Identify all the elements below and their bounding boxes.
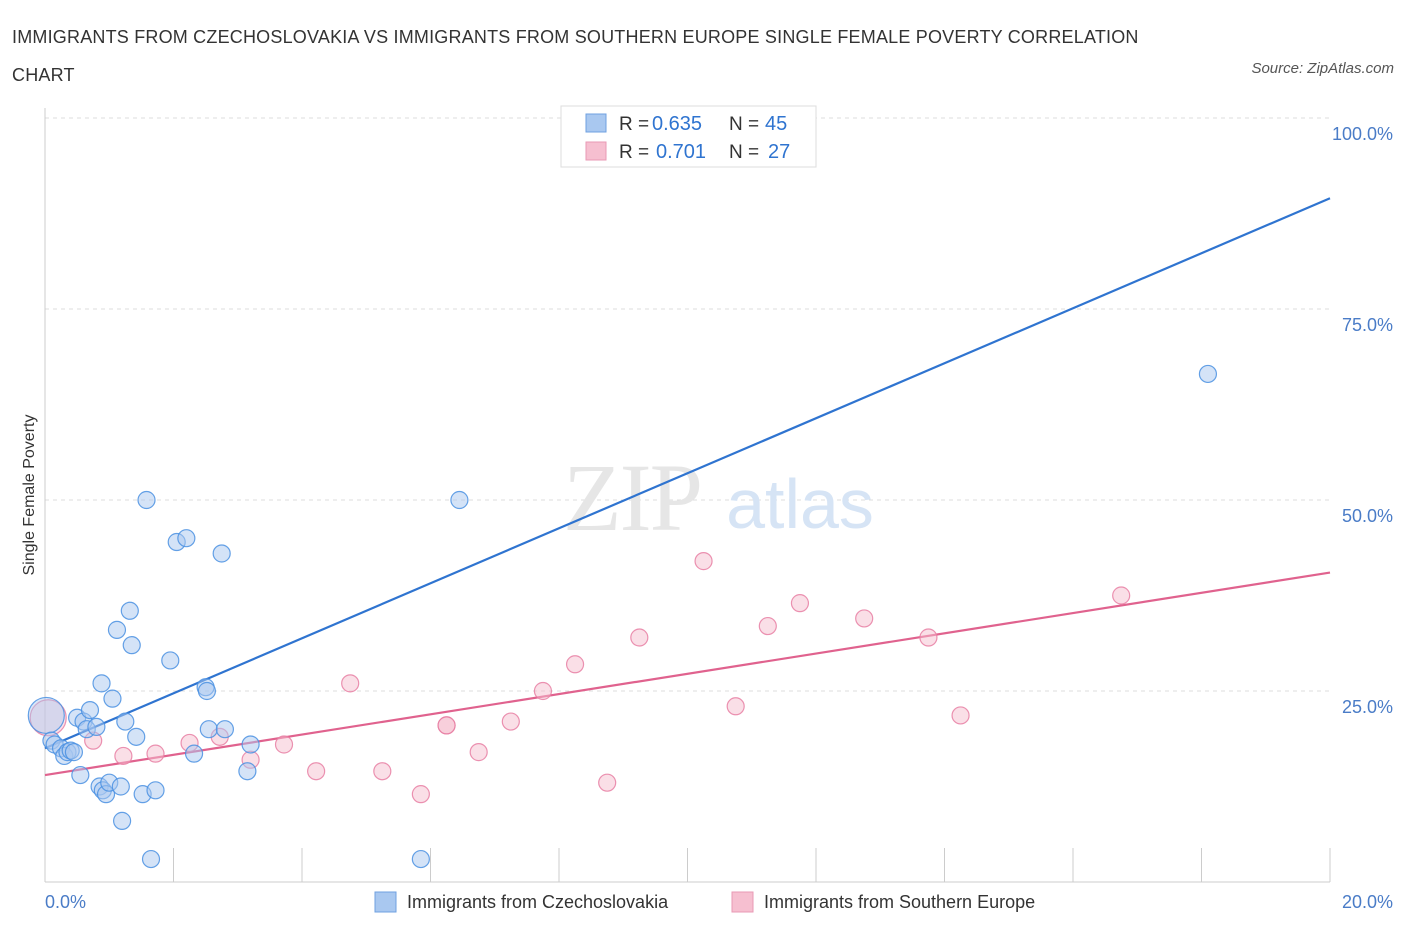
data-point-blue — [146, 781, 165, 800]
data-point-pink — [411, 785, 430, 804]
x-tick-label: 20.0% — [1342, 892, 1393, 912]
data-point-blue — [177, 529, 196, 548]
stats-legend: R = 0.635 N = 45 R = 0.701 N = 27 — [560, 105, 817, 168]
stats-legend-n-label-pink: N = — [729, 142, 759, 163]
stats-legend-n-value-blue: 45 — [765, 113, 787, 135]
data-point-blue — [238, 762, 257, 781]
x-tick-label: 0.0% — [45, 892, 86, 912]
data-point-pink — [114, 746, 133, 766]
data-point-blue — [141, 849, 161, 869]
stats-legend-swatch-pink — [585, 141, 607, 161]
stats-legend-n-value-pink: 27 — [768, 141, 790, 163]
chart-source: Source: ZipAtlas.com — [1251, 60, 1394, 77]
data-point-blue — [64, 743, 84, 762]
data-point-blue — [1198, 364, 1218, 384]
stats-legend-swatch-blue — [585, 113, 607, 133]
series-legend: Immigrants from Czechoslovakia Immigrant… — [374, 891, 1035, 913]
y-axis-label: Single Female Poverty — [21, 415, 38, 576]
data-point-pink — [373, 762, 392, 781]
data-point-pink — [274, 735, 294, 754]
data-point-blue — [137, 490, 156, 510]
series-legend-label-pink: Immigrants from Southern Europe — [764, 892, 1035, 912]
series-legend-label-blue: Immigrants from Czechoslovakia — [407, 892, 669, 912]
stats-legend-r-value-pink: 0.701 — [656, 141, 706, 163]
trend-line-pink — [44, 571, 1331, 777]
data-point-blue — [411, 849, 430, 869]
data-point-pink — [630, 628, 649, 647]
watermark: ZIP atlas — [563, 444, 874, 551]
data-point-pink — [565, 655, 585, 674]
stats-legend-r-value-blue: 0.635 — [652, 113, 702, 135]
data-point-blue — [212, 544, 231, 563]
stats-legend-n-label-blue: N = — [729, 114, 759, 135]
watermark-atlas: atlas — [726, 465, 874, 543]
chart-title: IMMIGRANTS FROM CZECHOSLOVAKIA VS IMMIGR… — [12, 27, 1139, 85]
y-tick-label: 25.0% — [1342, 697, 1393, 717]
data-point-blue — [111, 777, 130, 796]
data-point-blue — [112, 811, 132, 830]
data-point-blue — [199, 720, 218, 739]
data-point-blue — [215, 720, 234, 739]
data-point-blue — [80, 700, 100, 720]
data-point-blue — [197, 681, 217, 701]
axes — [44, 108, 1331, 883]
tick-labels: 25.0% 50.0% 75.0% 100.0% 0.0% 20.0% — [45, 124, 1393, 912]
data-point-pink — [146, 744, 165, 763]
data-point-pink — [437, 716, 456, 735]
series-legend-swatch-blue — [374, 891, 397, 913]
data-point-blue — [122, 636, 141, 655]
y-tick-label: 75.0% — [1342, 315, 1393, 335]
data-point-blue — [87, 717, 106, 737]
data-point-pink — [598, 773, 617, 792]
data-point-pink — [951, 706, 970, 725]
data-point-pink — [726, 697, 745, 716]
data-point-blue — [161, 651, 180, 670]
trend-line-blue — [44, 197, 1331, 750]
data-point-blue — [120, 601, 139, 620]
data-point-pink — [758, 616, 777, 636]
data-point-blue — [450, 490, 469, 510]
data-point-blue — [107, 620, 127, 639]
data-point-blue — [27, 696, 65, 735]
data-point-blue — [103, 689, 122, 708]
data-point-pink — [1112, 586, 1131, 605]
data-point-pink — [533, 681, 553, 701]
data-point-pink — [919, 628, 938, 647]
data-point-pink — [341, 674, 360, 693]
data-point-blue — [71, 765, 90, 785]
series-legend-swatch-pink — [731, 891, 754, 913]
data-point-pink — [790, 594, 810, 613]
data-point-pink — [307, 762, 326, 781]
stats-legend-r-label-pink: R = — [619, 142, 649, 163]
data-point-blue — [241, 735, 260, 754]
grid-lines — [45, 117, 1330, 692]
data-point-pink — [855, 609, 874, 628]
y-tick-label: 100.0% — [1332, 124, 1393, 144]
data-point-blue — [127, 727, 146, 746]
data-point-blue — [92, 674, 111, 693]
data-point-pink — [694, 552, 713, 571]
stats-legend-r-label-blue: R = — [619, 114, 649, 135]
y-tick-label: 50.0% — [1342, 506, 1393, 526]
data-point-pink — [469, 743, 488, 762]
data-points — [27, 364, 1218, 869]
trend-lines — [44, 197, 1331, 777]
data-point-blue — [184, 744, 204, 763]
data-point-blue — [116, 712, 135, 731]
data-point-pink — [501, 712, 520, 731]
